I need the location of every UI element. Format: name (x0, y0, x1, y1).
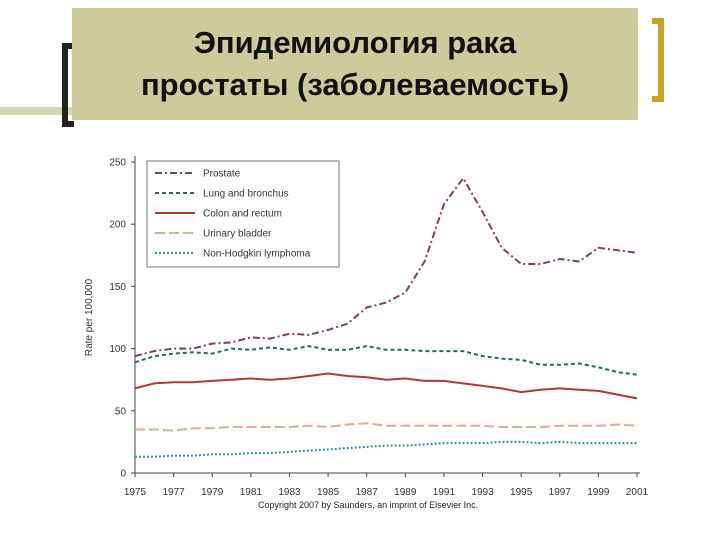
y-tick-label: 100 (109, 344, 126, 355)
y-tick-label: 200 (109, 220, 126, 231)
x-tick-label: 1993 (471, 487, 494, 498)
copyright-text: Copyright 2007 by Saunders, an imprint o… (258, 500, 479, 510)
legend-label: Colon and rectum (203, 209, 282, 220)
x-tick-label: 1989 (394, 487, 417, 498)
x-tick-label: 1975 (124, 487, 147, 498)
series-line-0 (134, 177, 638, 358)
y-tick-label: 50 (115, 406, 127, 417)
series-line-1 (134, 345, 638, 376)
slide-title: Эпидемиология рака простаты (заболеваемо… (140, 25, 570, 102)
x-tick-label: 1981 (240, 487, 263, 498)
y-tick-label: 150 (109, 282, 126, 293)
x-tick-label: 1983 (278, 487, 301, 498)
series-line-2 (134, 372, 638, 400)
legend-label: Lung and bronchus (203, 189, 289, 200)
decorative-bar (0, 107, 90, 115)
legend-label: Non-Hodgkin lymphoma (203, 249, 311, 260)
y-tick-label: 0 (120, 469, 126, 480)
x-tick-label: 1985 (317, 487, 340, 498)
x-tick-label: 1995 (510, 487, 533, 498)
x-tick-label: 1999 (587, 487, 610, 498)
x-tick-label: 1997 (549, 487, 572, 498)
series-line-4 (135, 440, 637, 458)
x-tick-label: 1991 (433, 487, 456, 498)
x-tick-label: 2001 (626, 487, 649, 498)
x-tick-label: 1977 (162, 487, 185, 498)
title-box: Эпидемиология рака простаты (заболеваемо… (72, 8, 638, 120)
right-bracket-decoration (652, 18, 664, 102)
y-tick-label: 250 (109, 158, 126, 169)
left-bracket-decoration (62, 43, 74, 127)
x-tick-label: 1979 (201, 487, 224, 498)
x-tick-label: 1987 (356, 487, 379, 498)
legend-label: Urinary bladder (203, 229, 272, 240)
legend-label: Prostate (203, 169, 241, 180)
y-axis-title: Rate per 100,000 (84, 278, 95, 356)
series-line-3 (135, 422, 638, 432)
